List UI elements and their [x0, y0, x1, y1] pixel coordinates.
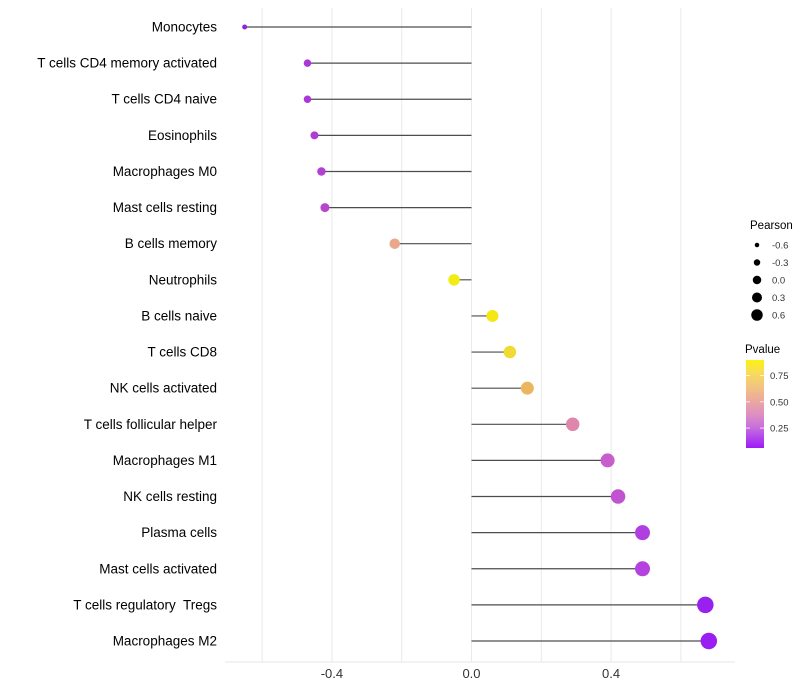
lollipop-dot [610, 489, 626, 504]
category-label: T cells follicular helper [84, 417, 218, 432]
category-label: T cells regulatory Tregs [73, 597, 217, 612]
x-tick-label: 0.0 [462, 666, 480, 681]
lollipop-dot [389, 238, 400, 249]
lollipop-dot [242, 24, 248, 30]
category-label: B cells memory [125, 236, 218, 251]
lollipop-dot [303, 59, 312, 67]
color-legend-title: Pvalue [745, 344, 780, 356]
size-legend-label: 0.0 [772, 276, 785, 287]
size-legend-dot [751, 309, 763, 321]
lollipop-dot [320, 203, 330, 213]
color-legend-label: 0.25 [770, 424, 789, 435]
category-label: Neutrophils [149, 272, 218, 287]
lollipop-dot [503, 345, 517, 359]
lollipop-dot [520, 381, 534, 395]
category-label: T cells CD8 [147, 345, 217, 360]
lollipop-dot [600, 453, 615, 468]
size-legend-label: -0.6 [772, 241, 788, 252]
category-label: NK cells resting [123, 489, 217, 504]
category-label: Monocytes [152, 20, 218, 35]
category-label: T cells CD4 naive [111, 92, 217, 107]
size-legend-label: -0.3 [772, 258, 788, 269]
lollipop-dot [310, 131, 319, 140]
lollipop-dot [635, 561, 651, 577]
category-label: Eosinophils [148, 128, 217, 143]
category-label: T cells CD4 memory activated [37, 56, 217, 71]
size-legend-dot [752, 292, 762, 303]
category-label: Macrophages M1 [113, 453, 217, 468]
category-label: Mast cells activated [99, 561, 217, 576]
category-label: Plasma cells [141, 525, 217, 540]
category-label: Mast cells resting [113, 200, 217, 215]
size-legend-dot [754, 242, 760, 248]
lollipop-dot [700, 632, 718, 650]
x-tick-label: 0.4 [602, 666, 620, 681]
color-legend-label: 0.75 [770, 371, 789, 382]
category-label: Macrophages M2 [113, 634, 217, 649]
category-label: Macrophages M0 [113, 164, 217, 179]
size-legend-dot [753, 259, 761, 266]
size-legend-label: 0.6 [772, 311, 785, 322]
category-label: NK cells activated [110, 381, 217, 396]
lollipop-dot [635, 525, 651, 541]
lollipop-dot [486, 309, 499, 322]
pvalue-gradient-bar [746, 360, 764, 448]
lollipop-dot [448, 274, 460, 286]
lollipop-dot [565, 417, 580, 432]
size-legend-label: 0.3 [772, 293, 785, 304]
lollipop-dot [317, 167, 326, 176]
lollipop-dot [303, 95, 312, 103]
lollipop-dot [697, 596, 714, 614]
category-label: B cells naive [141, 308, 217, 323]
x-tick-label: -0.4 [321, 666, 343, 681]
size-legend-dot [752, 275, 762, 285]
color-legend-label: 0.50 [770, 397, 789, 408]
size-legend-title: Pearson [750, 220, 793, 232]
